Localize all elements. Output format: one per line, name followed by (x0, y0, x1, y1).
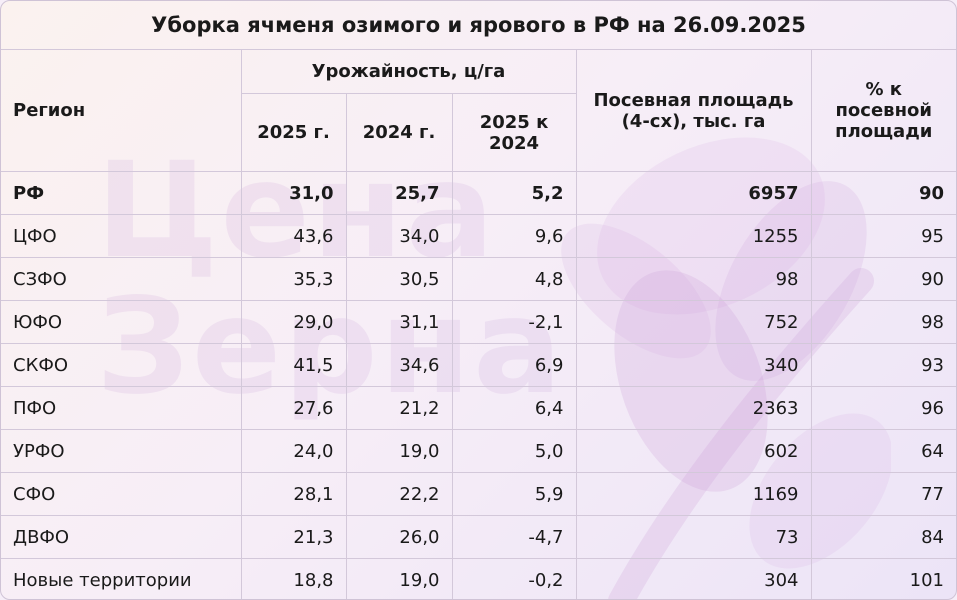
cell-yield-diff: 6,9 (451, 343, 577, 387)
cell-region: СФО (1, 472, 242, 516)
cell-region: РФ (1, 171, 242, 215)
cell-area: 304 (575, 558, 812, 599)
cell-region: УРФО (1, 429, 242, 473)
cell-area: 98 (575, 257, 812, 301)
header-2024: 2024 г. (345, 93, 453, 172)
cell-yield-2025: 41,5 (240, 343, 347, 387)
table-row: ПФО 27,6 21,2 6,4 2363 96 (1, 386, 956, 430)
header-row-2: 2025 г. 2024 г. 2025 к 2024 (1, 93, 956, 172)
cell-area: 2363 (575, 386, 812, 430)
table-row: Новые территории 18,8 19,0 -0,2 304 101 (1, 558, 956, 599)
cell-yield-diff: 5,0 (451, 429, 577, 473)
cell-yield-2025: 28,1 (240, 472, 347, 516)
cell-yield-2024: 34,0 (345, 214, 453, 258)
cell-area: 6957 (575, 171, 812, 215)
cell-yield-diff: -4,7 (451, 515, 577, 559)
cell-pct: 95 (810, 214, 956, 258)
cell-yield-diff: -2,1 (451, 300, 577, 344)
cell-yield-diff: -0,2 (451, 558, 577, 599)
cell-yield-2024: 31,1 (345, 300, 453, 344)
cell-yield-2025: 24,0 (240, 429, 347, 473)
header-row-1: Регион Урожайность, ц/га Посевная площад… (1, 49, 956, 172)
cell-region: СКФО (1, 343, 242, 387)
cell-region: ЦФО (1, 214, 242, 258)
cell-yield-2025: 21,3 (240, 515, 347, 559)
table-row: СФО 28,1 22,2 5,9 1169 77 (1, 472, 956, 516)
cell-yield-2024: 25,7 (345, 171, 453, 215)
cell-yield-2025: 27,6 (240, 386, 347, 430)
cell-area: 602 (575, 429, 812, 473)
header-area: Посевная площадь (4-сх), тыс. га (575, 49, 812, 172)
table-row: РФ 31,0 25,7 5,2 6957 90 (1, 171, 956, 215)
cell-region: СЗФО (1, 257, 242, 301)
cell-yield-diff: 6,4 (451, 386, 577, 430)
cell-pct: 90 (810, 171, 956, 215)
cell-yield-2024: 22,2 (345, 472, 453, 516)
cell-region: ПФО (1, 386, 242, 430)
cell-pct: 96 (810, 386, 956, 430)
header-yield-group: Урожайность, ц/га (240, 49, 577, 94)
cell-yield-diff: 5,2 (451, 171, 577, 215)
cell-yield-2025: 18,8 (240, 558, 347, 599)
cell-pct: 90 (810, 257, 956, 301)
table-row: ДВФО 21,3 26,0 -4,7 73 84 (1, 515, 956, 559)
table-row: УРФО 24,0 19,0 5,0 602 64 (1, 429, 956, 473)
cell-yield-diff: 9,6 (451, 214, 577, 258)
cell-yield-2024: 30,5 (345, 257, 453, 301)
header-region: Регион (1, 49, 242, 172)
cell-yield-2025: 43,6 (240, 214, 347, 258)
cell-yield-diff: 5,9 (451, 472, 577, 516)
table-title: Уборка ячменя озимого и ярового в РФ на … (1, 1, 956, 50)
cell-pct: 84 (810, 515, 956, 559)
harvest-table: Регион Урожайность, ц/га Посевная площад… (1, 49, 956, 599)
cell-region: ДВФО (1, 515, 242, 559)
cell-area: 1255 (575, 214, 812, 258)
header-diff: 2025 к 2024 (451, 93, 576, 172)
header-pct: % к посевной площади (810, 49, 956, 172)
cell-yield-2024: 34,6 (345, 343, 453, 387)
cell-region: Новые территории (1, 558, 242, 599)
cell-pct: 93 (810, 343, 956, 387)
cell-pct: 101 (810, 558, 956, 599)
cell-pct: 64 (810, 429, 956, 473)
cell-yield-2024: 26,0 (345, 515, 453, 559)
header-2025: 2025 г. (241, 93, 347, 172)
table-row: СЗФО 35,3 30,5 4,8 98 90 (1, 257, 956, 301)
cell-yield-2024: 19,0 (345, 558, 453, 599)
cell-yield-2024: 21,2 (345, 386, 453, 430)
cell-yield-2025: 31,0 (240, 171, 347, 215)
table-row: СКФО 41,5 34,6 6,9 340 93 (1, 343, 956, 387)
cell-yield-diff: 4,8 (451, 257, 577, 301)
table-row: ЦФО 43,6 34,0 9,6 1255 95 (1, 214, 956, 258)
table-row: ЮФО 29,0 31,1 -2,1 752 98 (1, 300, 956, 344)
cell-yield-2025: 35,3 (240, 257, 347, 301)
cell-pct: 77 (810, 472, 956, 516)
cell-area: 1169 (575, 472, 812, 516)
cell-region: ЮФО (1, 300, 242, 344)
cell-yield-2024: 19,0 (345, 429, 453, 473)
cell-area: 73 (575, 515, 812, 559)
cell-area: 340 (575, 343, 812, 387)
cell-pct: 98 (810, 300, 956, 344)
cell-yield-2025: 29,0 (240, 300, 347, 344)
cell-area: 752 (575, 300, 812, 344)
